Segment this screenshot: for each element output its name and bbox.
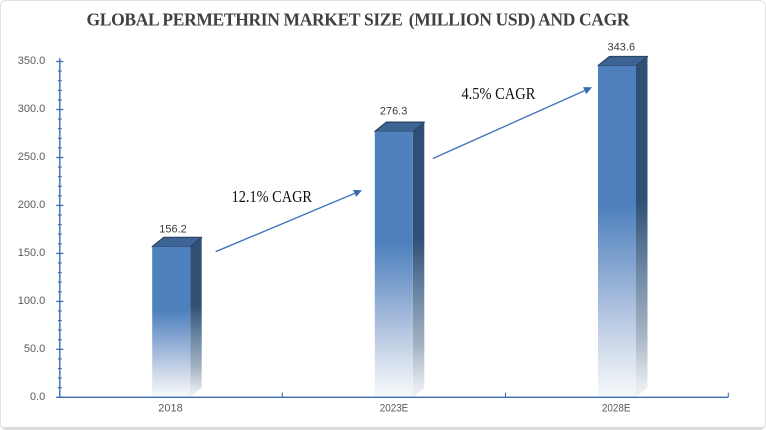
svg-text:156.2: 156.2 <box>159 223 187 235</box>
svg-text:50.0: 50.0 <box>24 343 45 355</box>
svg-text:2028E: 2028E <box>602 402 631 414</box>
svg-text:150.0: 150.0 <box>18 247 46 259</box>
svg-text:GLOBAL PERMETHRIN MARKET SIZE: GLOBAL PERMETHRIN MARKET SIZE (MILLION U… <box>87 9 630 29</box>
svg-text:350.0: 350.0 <box>18 55 46 67</box>
svg-text:250.0: 250.0 <box>18 151 46 163</box>
svg-text:12.1% CAGR: 12.1% CAGR <box>232 187 312 206</box>
svg-text:200.0: 200.0 <box>18 199 46 211</box>
svg-text:2018: 2018 <box>158 402 182 414</box>
svg-text:100.0: 100.0 <box>18 295 46 307</box>
svg-text:0.0: 0.0 <box>30 391 45 403</box>
svg-text:2023E: 2023E <box>380 402 409 414</box>
svg-text:4.5% CAGR: 4.5% CAGR <box>461 84 535 103</box>
svg-text:300.0: 300.0 <box>18 103 46 115</box>
svg-text:343.6: 343.6 <box>608 41 636 53</box>
svg-text:276.3: 276.3 <box>380 105 408 117</box>
